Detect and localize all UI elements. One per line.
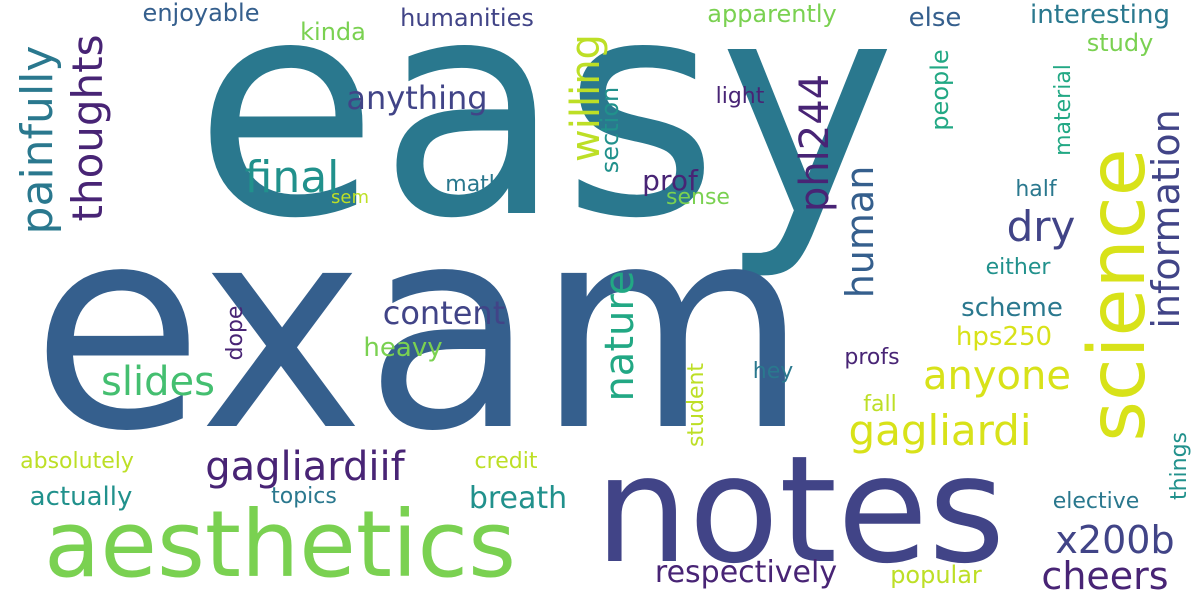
word-fall: fall <box>863 392 897 417</box>
word-exam: exam <box>31 167 809 493</box>
word-study: study <box>1086 29 1154 57</box>
word-student: student <box>684 362 709 448</box>
word-enjoyable: enjoyable <box>142 0 260 27</box>
word-phl244: phl244 <box>792 73 838 213</box>
word-gagliardi: gagliardi <box>848 406 1032 455</box>
word-kinda: kinda <box>300 18 366 46</box>
word-anyone: anyone <box>923 353 1071 399</box>
word-apparently: apparently <box>707 0 837 28</box>
word-breath: breath <box>468 481 568 516</box>
word-painfully: painfully <box>12 45 63 235</box>
word-information: information <box>1144 109 1188 329</box>
word-cheers: cheers <box>1041 554 1169 598</box>
word-elective: elective <box>1052 489 1140 514</box>
word-slides: slides <box>101 359 215 405</box>
word-thoughts: thoughts <box>63 34 112 222</box>
word-humanities: humanities <box>400 4 534 32</box>
word-else: else <box>908 3 962 33</box>
word-sem: sem <box>331 187 369 208</box>
word-x200b: x200b <box>1055 518 1175 562</box>
word-dry: dry <box>1006 202 1076 251</box>
word-actually: actually <box>29 482 133 512</box>
word-popular: popular <box>890 561 982 589</box>
word-respectively: respectively <box>654 555 838 590</box>
word-gagliardiif: gagliardiif <box>205 444 405 490</box>
word-scheme: scheme <box>961 293 1063 323</box>
word-half: half <box>1015 177 1057 202</box>
word-absolutely: absolutely <box>20 449 134 474</box>
word-nature: nature <box>597 270 643 402</box>
word-people: people <box>926 49 954 131</box>
word-dope: dope <box>223 305 248 361</box>
word-anything: anything <box>346 79 488 117</box>
word-heavy: heavy <box>363 333 443 363</box>
word-notes: notes <box>594 424 1006 596</box>
word-prof: prof <box>642 164 698 197</box>
word-topics: topics <box>271 484 337 509</box>
word-human: human <box>838 165 882 299</box>
word-section: section <box>596 86 624 174</box>
word-final: final <box>244 152 340 203</box>
word-content: content <box>382 294 506 332</box>
word-hps250: hps250 <box>955 322 1053 352</box>
word-aesthetics: aesthetics <box>43 491 517 598</box>
word-profs: profs <box>844 345 900 370</box>
word-hey: hey <box>752 359 794 384</box>
word-credit: credit <box>474 449 538 474</box>
word-sense: sense <box>666 185 730 210</box>
word-math: math <box>445 172 503 197</box>
word-either: either <box>985 255 1051 280</box>
word-interesting: interesting <box>1030 0 1170 30</box>
word-easy: easy <box>193 0 897 284</box>
word-material: material <box>1051 64 1076 156</box>
word-things: things <box>1167 431 1192 501</box>
word-light: light <box>715 84 765 109</box>
